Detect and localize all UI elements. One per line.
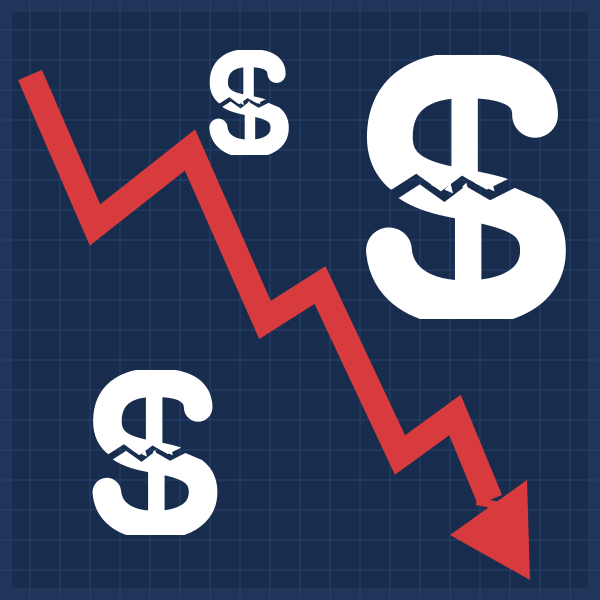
cracked-dollar-icon <box>195 50 300 160</box>
dollar-small-top-icon <box>195 50 300 155</box>
infographic-canvas <box>0 0 600 600</box>
dollar-large-right-icon <box>330 55 594 319</box>
cracked-dollar-icon <box>70 370 235 540</box>
dollar-medium-bottom-icon <box>70 370 235 535</box>
cracked-dollar-icon <box>330 55 594 324</box>
